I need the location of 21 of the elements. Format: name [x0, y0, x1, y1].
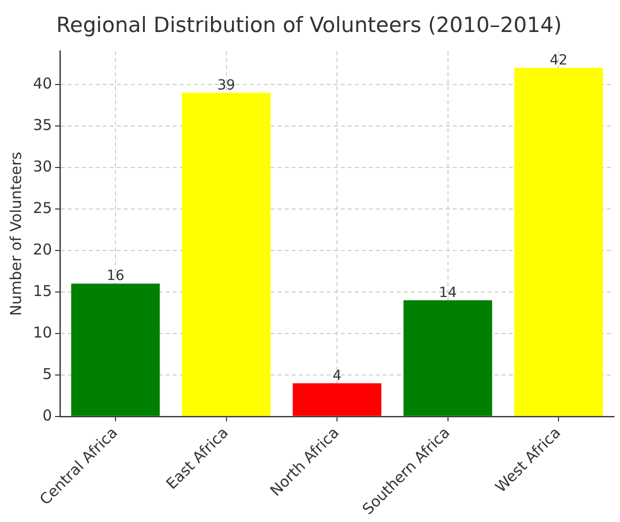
y-axis-title: Number of Volunteers — [6, 152, 25, 316]
bar — [292, 383, 382, 416]
y-tick-label: 30 — [32, 157, 52, 176]
y-tick-label: 40 — [32, 74, 52, 92]
y-tick-label: 35 — [32, 116, 52, 134]
data-label: 42 — [550, 52, 568, 68]
y-tick-label: 0 — [42, 406, 52, 424]
data-label: 39 — [217, 77, 236, 94]
y-tick-label: 5 — [42, 364, 52, 383]
data-label: 16 — [106, 268, 124, 284]
y-tick-label: 25 — [32, 198, 52, 217]
y-tick-label: 20 — [32, 240, 52, 258]
chart-title: Regional Distribution of Volunteers (2010–2014) — [56, 13, 562, 38]
data-label: 14 — [438, 284, 457, 301]
y-tick-label: 10 — [32, 323, 52, 342]
bar — [514, 68, 603, 416]
bar — [182, 92, 271, 416]
bar — [404, 300, 492, 416]
bar — [71, 284, 160, 416]
data-label: 4 — [332, 368, 342, 384]
y-tick-label: 15 — [32, 282, 52, 300]
